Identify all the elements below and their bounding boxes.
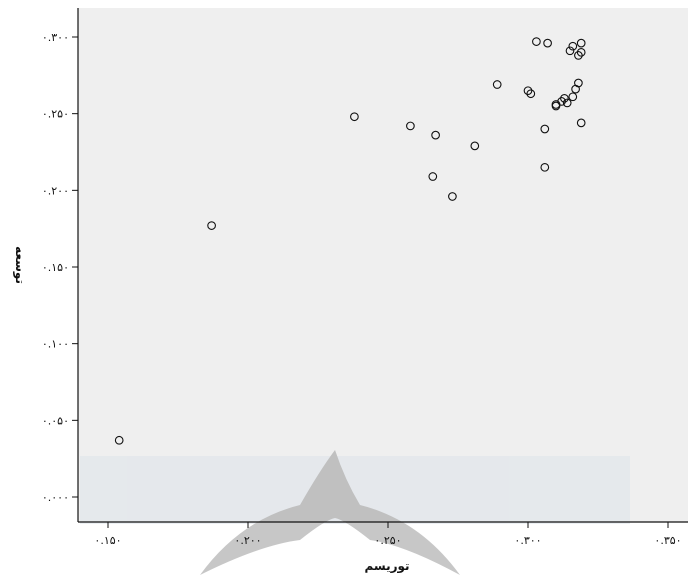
y-tick-label: ۰.۰۵۰: [42, 414, 69, 427]
data-point: [568, 41, 578, 51]
data-point: [576, 38, 586, 48]
data-point: [448, 192, 457, 201]
watermark-emblem: [200, 450, 460, 575]
data-point: [565, 46, 575, 56]
y-tick-label: ۰.۰۰۰: [42, 491, 69, 504]
y-tick-label: ۰.۳۰۰: [42, 31, 69, 44]
data-points: [114, 37, 586, 445]
data-point: [470, 141, 480, 151]
data-point: [562, 98, 572, 108]
y-axis-ticks: ۰.۰۰۰ ۰.۰۵۰ ۰.۱۰۰ ۰.۱۵۰ ۰.۲۰۰ ۰.۲۵۰ ۰.۳۰۰: [42, 31, 78, 504]
x-axis-ticks: ۰.۱۵۰ ۰.۲۰۰ ۰.۲۵۰ ۰.۳۰۰ ۰.۳۵۰: [94, 522, 682, 547]
data-point: [560, 93, 569, 103]
watermark-logo: [80, 450, 630, 575]
data-point: [532, 37, 541, 46]
data-point: [492, 80, 502, 89]
x-tick-label: ۰.۲۰۰: [234, 534, 261, 547]
y-tick-label: ۰.۱۵۰: [42, 261, 69, 274]
data-point: [540, 162, 550, 172]
x-tick-label: ۰.۳۵۰: [654, 534, 681, 547]
data-point: [574, 51, 583, 60]
x-axis-title: توریسم: [364, 559, 409, 574]
data-point: [576, 118, 586, 128]
x-tick-label: ۰.۱۵۰: [94, 534, 121, 547]
data-point: [568, 92, 578, 102]
x-tick-label: ۰.۲۵۰: [374, 534, 401, 547]
data-point: [540, 124, 550, 134]
y-axis-title: توسعه: [12, 246, 27, 284]
data-point: [431, 130, 440, 140]
data-point: [543, 38, 552, 48]
data-point: [114, 435, 124, 445]
x-tick-label: ۰.۳۰۰: [514, 534, 541, 547]
data-point: [576, 47, 586, 57]
y-tick-label: ۰.۲۰۰: [42, 184, 69, 197]
data-point: [428, 172, 438, 181]
data-point: [523, 86, 533, 96]
data-point: [574, 78, 583, 88]
data-point: [406, 121, 415, 131]
plot-area: [78, 8, 688, 522]
data-point: [350, 112, 359, 122]
data-point: [207, 221, 216, 230]
y-tick-label: ۰.۱۰۰: [42, 338, 69, 351]
y-tick-label: ۰.۲۵۰: [42, 108, 69, 121]
data-point: [557, 97, 566, 106]
data-point: [526, 89, 536, 99]
